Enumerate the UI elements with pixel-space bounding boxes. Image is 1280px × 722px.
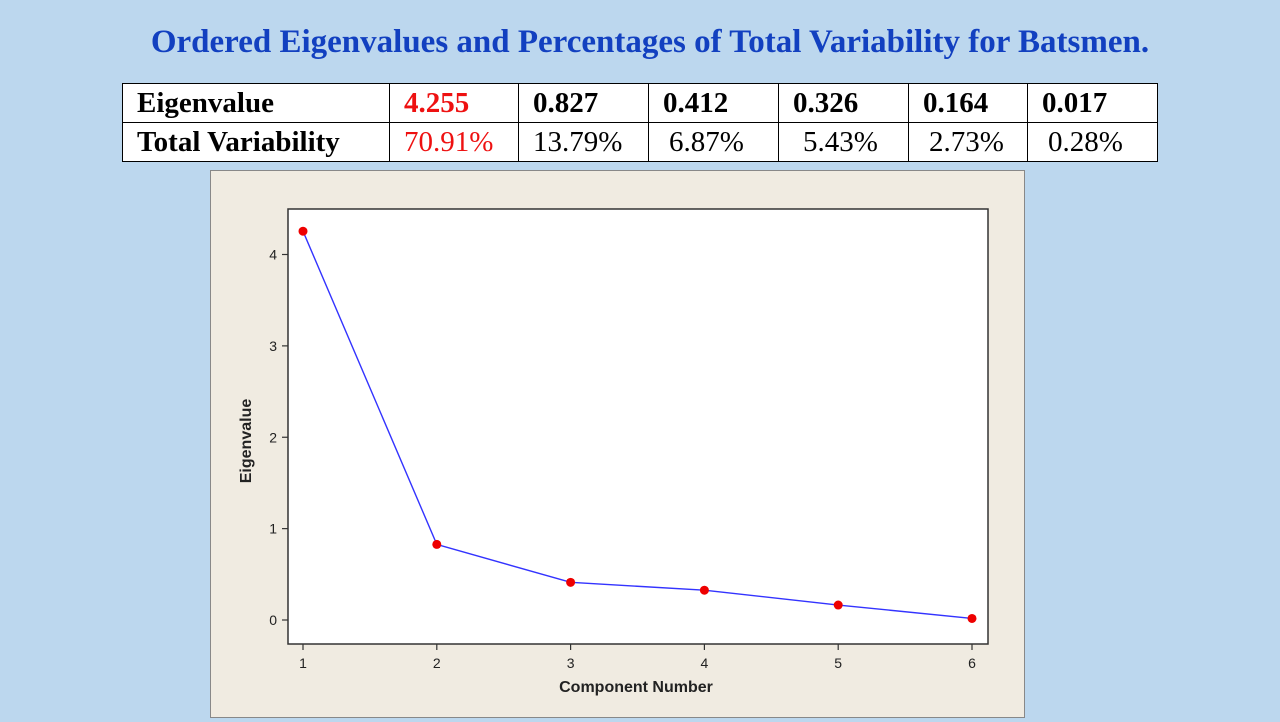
x-tick-label: 1 [299,655,307,671]
series-line [302,230,973,620]
table-cell: 5.43% [778,122,909,162]
row-label: Total Variability [122,122,390,162]
plot-area [287,208,989,645]
x-tick-label: 4 [701,655,709,671]
table-cell: 0.164 [908,83,1028,123]
chart-frame: 0 1 2 3 4 1 2 3 4 5 6 Component Number Eigenvalue [210,170,1025,718]
y-axis: 0 1 2 3 4 [269,247,288,628]
table-cell: 13.79% [518,122,649,162]
table-cell: 0.326 [778,83,909,123]
table-cell: 0.827 [518,83,649,123]
x-tick-label: 5 [834,655,842,671]
table-cell: 2.73% [908,122,1028,162]
x-tick-label: 6 [968,655,976,671]
y-tick-label: 1 [269,521,277,537]
table-cell: 0.017 [1027,83,1158,123]
y-axis-label: Eigenvalue [238,399,255,484]
data-point [566,577,576,587]
table-row: Total Variability 70.91% 13.79% 6.87% 5.… [122,122,1158,162]
y-tick-label: 3 [269,338,277,354]
scree-plot: 0 1 2 3 4 1 2 3 4 5 6 Component Number Eigenvalue [238,208,989,696]
table-cell: 0.412 [648,83,779,123]
y-tick-label: 4 [269,247,277,263]
data-point [967,613,977,623]
row-label: Eigenvalue [122,83,390,123]
table-row: Eigenvalue 4.255 0.827 0.412 0.326 0.164… [122,83,1158,123]
table-cell: 0.28% [1027,122,1158,162]
data-point [432,539,442,549]
x-axis: 1 2 3 4 5 6 [299,644,976,671]
x-axis-label: Component Number [559,679,713,696]
page-title: Ordered Eigenvalues and Percentages of T… [150,24,1150,60]
y-tick-label: 0 [269,612,277,628]
series [298,226,977,623]
x-tick-label: 2 [433,655,441,671]
y-tick-label: 2 [269,429,277,445]
table-cell: 6.87% [648,122,779,162]
table-cell: 70.91% [389,122,519,162]
table-cell: 4.255 [389,83,519,123]
data-point [699,585,709,595]
data-point [298,226,308,236]
data-point [833,600,843,610]
x-tick-label: 3 [567,655,575,671]
eigenvalue-table: Eigenvalue 4.255 0.827 0.412 0.326 0.164… [122,83,1158,162]
